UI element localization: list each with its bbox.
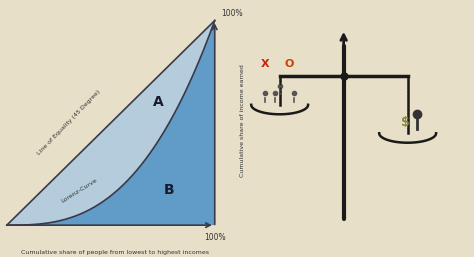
Text: B: B bbox=[164, 183, 174, 197]
Text: 100%: 100% bbox=[221, 10, 243, 19]
Text: A: A bbox=[153, 95, 164, 109]
Text: O: O bbox=[284, 59, 294, 69]
Polygon shape bbox=[7, 21, 215, 225]
Text: 100%: 100% bbox=[204, 233, 226, 242]
Text: Cumulative share of income earned: Cumulative share of income earned bbox=[240, 65, 245, 177]
Text: X: X bbox=[261, 59, 270, 69]
Text: Lorenz-Curve: Lorenz-Curve bbox=[61, 177, 99, 204]
Text: Line of Equality (45 Degree): Line of Equality (45 Degree) bbox=[37, 89, 101, 156]
Polygon shape bbox=[7, 21, 215, 225]
Text: Cumulative share of people from lowest to highest incomes: Cumulative share of people from lowest t… bbox=[21, 250, 209, 255]
Text: $: $ bbox=[401, 116, 410, 129]
